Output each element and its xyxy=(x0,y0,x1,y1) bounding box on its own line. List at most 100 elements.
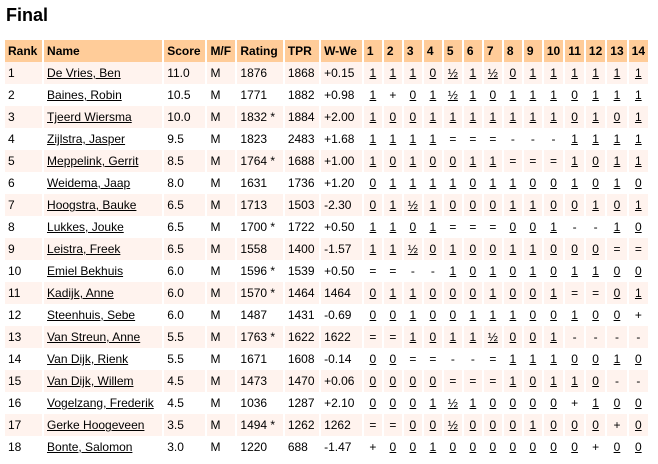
game-result-link[interactable]: 0 xyxy=(449,308,457,322)
game-result-link[interactable]: 1 xyxy=(613,176,621,190)
game-result-link[interactable]: 0 xyxy=(550,242,557,256)
game-result-link[interactable]: 1 xyxy=(489,154,497,168)
game-result-link[interactable]: 0 xyxy=(571,110,578,124)
game-result-link[interactable]: 1 xyxy=(550,220,557,234)
game-result-link[interactable]: 0 xyxy=(592,374,599,388)
game-result-link[interactable]: 0 xyxy=(613,286,621,300)
game-result-link[interactable]: 1 xyxy=(550,352,557,366)
game-result-link[interactable]: 0 xyxy=(529,330,537,344)
player-link[interactable]: Bonte, Salomon xyxy=(47,440,133,454)
game-result-link[interactable]: 0 xyxy=(634,440,642,454)
game-result-link[interactable]: ½ xyxy=(447,88,458,102)
game-result-link[interactable]: 1 xyxy=(409,154,417,168)
game-result-link[interactable]: 1 xyxy=(389,198,397,212)
player-link[interactable]: Weidema, Jaap xyxy=(47,176,131,190)
game-result-link[interactable]: 0 xyxy=(571,352,578,366)
game-result-link[interactable]: ½ xyxy=(447,418,458,432)
player-link[interactable]: Baines, Robin xyxy=(47,88,122,102)
game-result-link[interactable]: 1 xyxy=(389,220,397,234)
game-result-link[interactable]: 0 xyxy=(409,418,417,432)
game-result-link[interactable]: 1 xyxy=(389,286,397,300)
game-result-link[interactable]: 0 xyxy=(634,418,642,432)
game-result-link[interactable]: 1 xyxy=(429,132,437,146)
game-result-link[interactable]: 1 xyxy=(449,110,457,124)
game-result-link[interactable]: 0 xyxy=(550,396,557,410)
game-result-link[interactable]: 1 xyxy=(429,396,437,410)
game-result-link[interactable]: 1 xyxy=(592,396,599,410)
player-link[interactable]: Leistra, Freek xyxy=(47,242,121,256)
game-result-link[interactable]: 1 xyxy=(571,264,578,278)
player-link[interactable]: Van Dijk, Rienk xyxy=(47,352,129,366)
game-result-link[interactable]: 1 xyxy=(550,66,557,80)
game-result-link[interactable]: 0 xyxy=(389,110,397,124)
game-result-link[interactable]: 1 xyxy=(509,308,517,322)
game-result-link[interactable]: 1 xyxy=(509,198,517,212)
game-result-link[interactable]: 0 xyxy=(509,220,517,234)
game-result-link[interactable]: 0 xyxy=(529,220,537,234)
game-result-link[interactable]: 1 xyxy=(571,132,578,146)
game-result-link[interactable]: 1 xyxy=(613,88,621,102)
game-result-link[interactable]: 0 xyxy=(592,352,599,366)
game-result-link[interactable]: 1 xyxy=(529,264,537,278)
game-result-link[interactable]: 1 xyxy=(469,330,477,344)
player-link[interactable]: De Vries, Ben xyxy=(47,66,121,80)
game-result-link[interactable]: 1 xyxy=(529,198,537,212)
game-result-link[interactable]: 0 xyxy=(489,242,497,256)
game-result-link[interactable]: 0 xyxy=(529,176,537,190)
player-link[interactable]: Lukkes, Jouke xyxy=(47,220,124,234)
game-result-link[interactable]: 0 xyxy=(592,418,599,432)
game-result-link[interactable]: 1 xyxy=(449,176,457,190)
game-result-link[interactable]: 1 xyxy=(389,132,397,146)
game-result-link[interactable]: 1 xyxy=(529,242,537,256)
game-result-link[interactable]: 0 xyxy=(509,66,517,80)
game-result-link[interactable]: 0 xyxy=(509,330,517,344)
game-result-link[interactable]: 0 xyxy=(571,418,578,432)
game-result-link[interactable]: 1 xyxy=(469,110,477,124)
game-result-link[interactable]: ½ xyxy=(407,242,418,256)
game-result-link[interactable]: 0 xyxy=(409,110,417,124)
game-result-link[interactable]: 1 xyxy=(369,88,377,102)
game-result-link[interactable]: 0 xyxy=(571,242,578,256)
game-result-link[interactable]: 0 xyxy=(613,264,621,278)
game-result-link[interactable]: 1 xyxy=(409,330,417,344)
game-result-link[interactable]: 1 xyxy=(634,110,642,124)
game-result-link[interactable]: 0 xyxy=(550,308,557,322)
game-result-link[interactable]: 1 xyxy=(634,286,642,300)
game-result-link[interactable]: 0 xyxy=(429,308,437,322)
game-result-link[interactable]: 1 xyxy=(469,66,477,80)
game-result-link[interactable]: 0 xyxy=(389,154,397,168)
game-result-link[interactable]: 1 xyxy=(469,308,477,322)
game-result-link[interactable]: ½ xyxy=(447,396,458,410)
game-result-link[interactable]: 1 xyxy=(429,176,437,190)
player-link[interactable]: Vogelzang, Frederik xyxy=(47,396,154,410)
game-result-link[interactable]: 1 xyxy=(489,286,497,300)
game-result-link[interactable]: 1 xyxy=(509,374,517,388)
game-result-link[interactable]: 0 xyxy=(449,154,457,168)
game-result-link[interactable]: 0 xyxy=(469,418,477,432)
game-result-link[interactable]: 1 xyxy=(449,242,457,256)
game-result-link[interactable]: 1 xyxy=(509,88,517,102)
game-result-link[interactable]: 1 xyxy=(369,132,377,146)
game-result-link[interactable]: 1 xyxy=(509,110,517,124)
game-result-link[interactable]: 1 xyxy=(429,220,437,234)
game-result-link[interactable]: 1 xyxy=(389,242,397,256)
game-result-link[interactable]: 0 xyxy=(571,88,578,102)
game-result-link[interactable]: 1 xyxy=(550,286,557,300)
game-result-link[interactable]: 1 xyxy=(529,66,537,80)
game-result-link[interactable]: 0 xyxy=(550,440,557,454)
game-result-link[interactable]: 0 xyxy=(634,176,642,190)
player-link[interactable]: Van Dijk, Willem xyxy=(47,374,134,388)
player-link[interactable]: Gerke Hoogeveen xyxy=(47,418,145,432)
game-result-link[interactable]: 1 xyxy=(369,220,377,234)
game-result-link[interactable]: 0 xyxy=(489,396,497,410)
game-result-link[interactable]: 0 xyxy=(389,352,397,366)
game-result-link[interactable]: 0 xyxy=(489,418,497,432)
game-result-link[interactable]: 1 xyxy=(469,154,477,168)
game-result-link[interactable]: 1 xyxy=(529,88,537,102)
game-result-link[interactable]: 1 xyxy=(529,352,537,366)
player-link[interactable]: Emiel Bekhuis xyxy=(47,264,124,278)
game-result-link[interactable]: 0 xyxy=(449,286,457,300)
game-result-link[interactable]: 1 xyxy=(571,154,578,168)
game-result-link[interactable]: 0 xyxy=(509,440,517,454)
game-result-link[interactable]: 0 xyxy=(529,374,537,388)
